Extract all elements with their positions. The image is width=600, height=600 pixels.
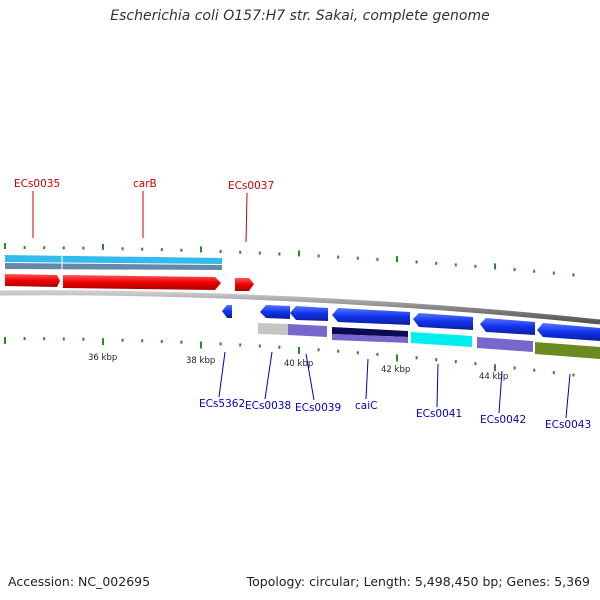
- feature-bar-cyan: [5, 255, 222, 264]
- gene-arrow-ECs0037[interactable]: [235, 278, 254, 291]
- gene-arrow-ECs0042[interactable]: [480, 318, 535, 335]
- gene-arrow-ECs0039[interactable]: [290, 306, 328, 321]
- kbp-label: 36 kbp: [88, 353, 117, 363]
- gene-label-ECs0037[interactable]: ECs0037: [228, 180, 274, 192]
- gene-arrow-carB[interactable]: [63, 275, 221, 290]
- genome-backbone: [0, 290, 600, 325]
- gene-labels: ECs0035 carB ECs0037 ECs5362 ECs0038 ECs…: [14, 178, 591, 431]
- scale-ticks: [4, 243, 575, 377]
- gene-arrow-ECs0035[interactable]: [5, 274, 60, 287]
- gene-label-ECs0035[interactable]: ECs0035: [14, 178, 60, 190]
- gene-label-ECs0041[interactable]: ECs0041: [416, 408, 462, 420]
- leader-lines: [32, 191, 571, 419]
- kbp-label: 40 kbp: [284, 359, 313, 369]
- bottom-feature-tracks: [258, 323, 600, 359]
- gene-label-ECs0039[interactable]: ECs0039: [295, 402, 341, 414]
- gene-arrow-ECs5362[interactable]: [222, 305, 232, 318]
- accession-text: Accession: NC_002695: [8, 574, 151, 589]
- gene-label-ECs0038[interactable]: ECs0038: [245, 400, 291, 412]
- kbp-label: 44 kbp: [479, 372, 508, 382]
- gene-arrow-ECs0043[interactable]: [537, 323, 600, 341]
- top-feature-tracks: [5, 255, 222, 270]
- gene-label-caiC[interactable]: caiC: [355, 400, 377, 412]
- gene-label-ECs0043[interactable]: ECs0043: [545, 419, 591, 431]
- genome-title: Escherichia coli O157:H7 str. Sakai, com…: [110, 8, 490, 24]
- gene-arrow-ECs0041[interactable]: [413, 313, 473, 330]
- gene-label-ECs5362[interactable]: ECs5362: [199, 398, 245, 410]
- genome-stats-text: Topology: circular; Length: 5,498,450 bp…: [246, 574, 590, 589]
- kbp-label: 42 kbp: [381, 365, 410, 375]
- gene-label-ECs0042[interactable]: ECs0042: [480, 414, 526, 426]
- feature-bar-steel: [5, 263, 222, 270]
- forward-genes: [5, 274, 254, 291]
- gene-label-carB[interactable]: carB: [133, 178, 157, 190]
- gene-arrow-ECs0038[interactable]: [260, 305, 290, 319]
- kbp-label: 38 kbp: [186, 356, 215, 366]
- reverse-genes: [222, 305, 600, 341]
- gene-arrow-caiC[interactable]: [332, 308, 410, 325]
- ruler-labels: 36 kbp 38 kbp 40 kbp 42 kbp 44 kbp: [88, 353, 508, 382]
